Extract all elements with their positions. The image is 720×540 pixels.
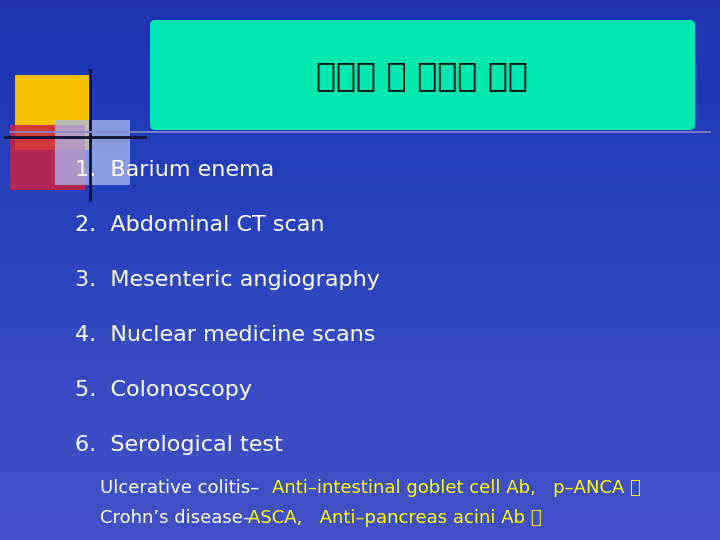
Bar [55, 120, 130, 185]
Bar [15, 75, 90, 150]
Text: Anti–intestinal goblet cell Ab,   p–ANCA 등: Anti–intestinal goblet cell Ab, p–ANCA 등 [272, 479, 641, 497]
Text: 3.  Mesenteric angiography: 3. Mesenteric angiography [75, 270, 380, 290]
Text: Crohn’s disease–: Crohn’s disease– [100, 509, 258, 527]
Text: 6.  Serological test: 6. Serological test [75, 435, 283, 455]
Text: 4.  Nuclear medicine scans: 4. Nuclear medicine scans [75, 325, 375, 345]
Text: ASCA,   Anti–pancreas acini Ab 등: ASCA, Anti–pancreas acini Ab 등 [248, 509, 541, 527]
Text: 1.  Barium enema: 1. Barium enema [75, 160, 274, 180]
Bar [10, 125, 85, 190]
Text: 2.  Abdominal CT scan: 2. Abdominal CT scan [75, 215, 325, 235]
Text: 염증성 장 질환의 진단: 염증성 장 질환의 진단 [316, 59, 528, 92]
FancyBboxPatch shape [150, 20, 695, 130]
Text: 5.  Colonoscopy: 5. Colonoscopy [75, 380, 252, 400]
Text: Ulcerative colitis–: Ulcerative colitis– [100, 479, 265, 497]
